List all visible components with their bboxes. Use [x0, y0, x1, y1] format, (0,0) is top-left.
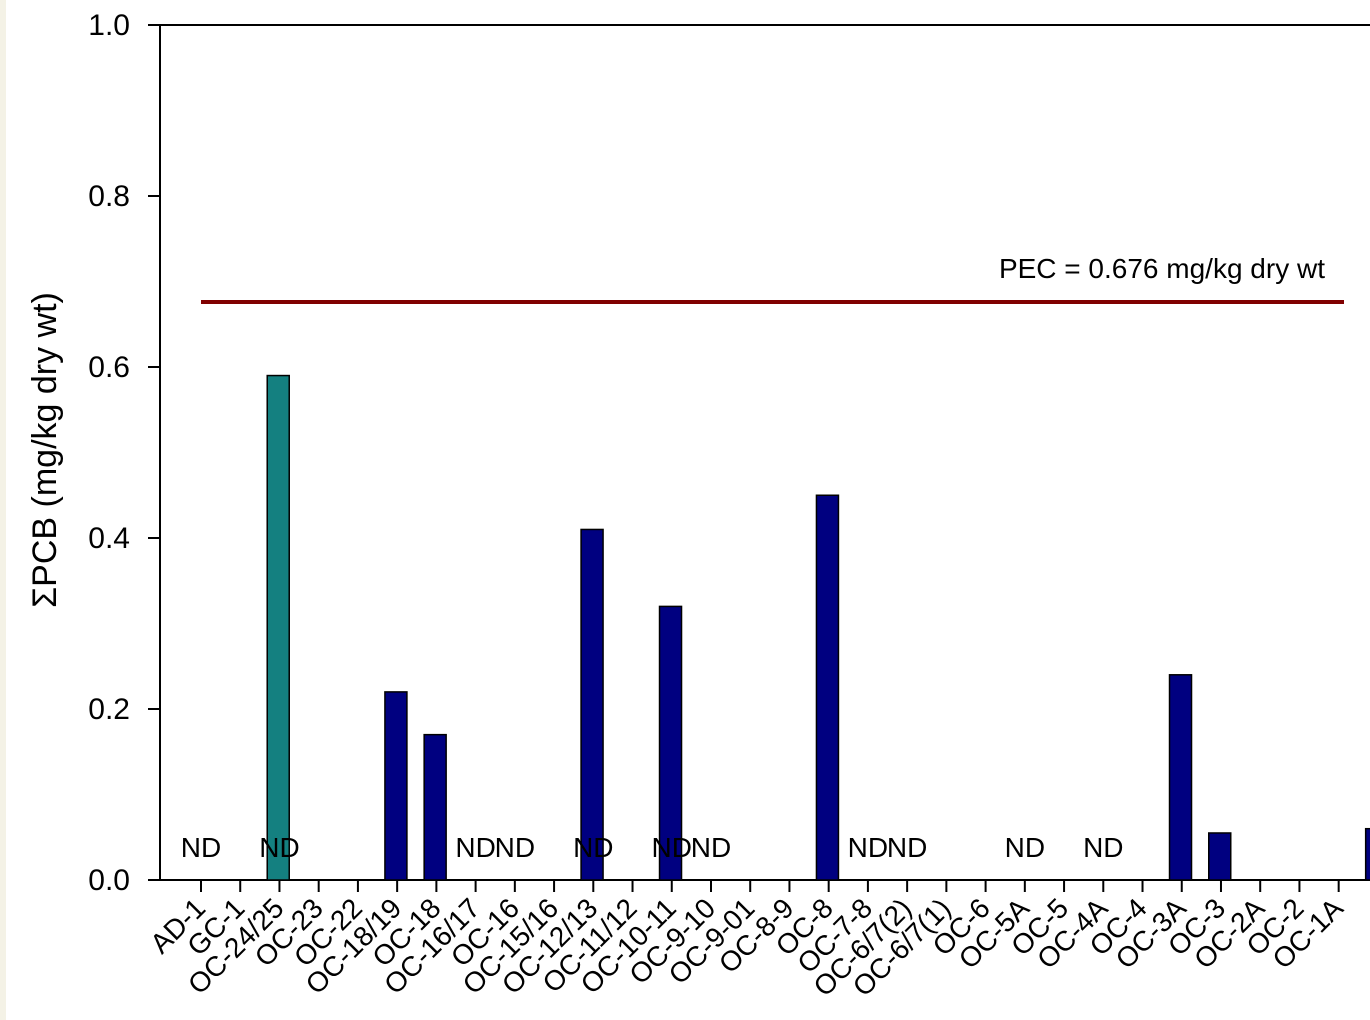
- y-tick-label: 0.0: [88, 864, 130, 897]
- bar-oc-8-9: [815, 494, 840, 881]
- bar-oc-18-19: [423, 733, 447, 881]
- category-labels: AD-1GC-1OC-24/25OC-23OC-22OC-18/19OC-18O…: [144, 892, 1349, 1002]
- bar-oc-11-12: [658, 605, 683, 881]
- y-tick-label: 0.4: [88, 522, 130, 555]
- nd-label: ND: [573, 832, 613, 863]
- chart-axes: 0.0 0.2 0.4 0.6 0.8 1.0: [88, 9, 1370, 897]
- y-tick-label: 1.0: [88, 9, 130, 42]
- nd-label: ND: [1083, 832, 1123, 863]
- nd-label: ND: [848, 832, 888, 863]
- nd-label: ND: [259, 832, 299, 863]
- left-edge-strip: [0, 0, 6, 1020]
- y-tick-label: 0.8: [88, 180, 130, 213]
- bar-oc-4: [1168, 674, 1193, 881]
- nd-label: ND: [1005, 832, 1045, 863]
- bar-oc-1a: [1364, 827, 1370, 881]
- bar-gc-1: [266, 374, 290, 881]
- bar-oc-3a: [1208, 832, 1232, 881]
- nd-label: ND: [887, 832, 927, 863]
- nd-label: ND: [455, 832, 495, 863]
- nd-label: ND: [495, 832, 535, 863]
- y-axis-label: ΣPCB (mg/kg dry wt): [26, 292, 64, 608]
- bar-oc-22: [384, 691, 408, 881]
- chart-bars: [266, 374, 1370, 881]
- y-tick-label: 0.2: [88, 693, 130, 726]
- nd-label: ND: [652, 832, 692, 863]
- nd-label: ND: [181, 832, 221, 863]
- y-tick-label: 0.6: [88, 351, 130, 384]
- nd-label: ND: [691, 832, 731, 863]
- pec-label: PEC = 0.676 mg/kg dry wt: [999, 253, 1325, 284]
- reference-line-group: PEC = 0.676 mg/kg dry wt: [201, 253, 1344, 305]
- bar-oc-15-16: [580, 528, 604, 881]
